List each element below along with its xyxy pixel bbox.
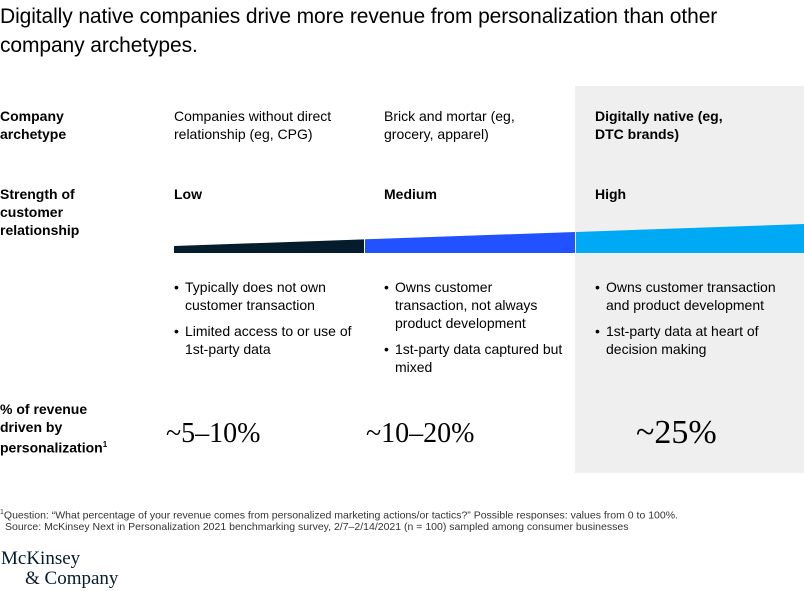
strength-low: Low <box>174 186 202 202</box>
bullets-medium: Owns customer transaction, not always pr… <box>384 278 564 384</box>
bullet-item: Owns customer transaction, not always pr… <box>384 278 564 332</box>
bullet-item: 1st-party data captured but mixed <box>384 340 564 376</box>
revenue-medium: ~10–20% <box>366 418 475 449</box>
bullet-item: Typically does not own customer transact… <box>174 278 364 314</box>
chart-title: Digitally native companies drive more re… <box>0 5 718 57</box>
footnote-marker: 1 <box>0 509 4 516</box>
bullets-high: Owns customer transaction and product de… <box>595 278 795 366</box>
mckinsey-logo: McKinsey & Company <box>1 549 118 589</box>
strength-high: High <box>595 186 627 202</box>
revenue-high: ~25% <box>636 414 717 451</box>
bullet-item: 1st-party data at heart of decision maki… <box>595 322 795 358</box>
revenue-low: ~5–10% <box>166 418 261 449</box>
logo-line-2: & Company <box>25 568 119 589</box>
logo-line-1: McKinsey <box>1 548 81 569</box>
bullets-low: Typically does not own customer transact… <box>174 278 364 366</box>
archetype-high: Digitally native (eg, DTC brands) <box>595 108 723 142</box>
row-header-footnote-marker: 1 <box>102 440 108 449</box>
archetype-low: Companies without direct relationship (e… <box>174 108 332 142</box>
row-header-strength: Strength of customer relationship <box>0 186 80 238</box>
strength-bar-low <box>174 239 364 253</box>
row-header-revenue: % of revenue driven by personalization1 <box>0 400 130 457</box>
strength-wedge-chart <box>174 224 804 253</box>
bullet-item: Limited access to or use of 1st-party da… <box>174 322 364 358</box>
footnote-question-text: Question: “What percentage of your reven… <box>3 509 678 522</box>
row-header-revenue-text: % of revenue driven by personalization <box>0 401 103 456</box>
footnote-source: Source: McKinsey Next in Personalization… <box>5 521 629 533</box>
strength-bar-high <box>576 224 804 253</box>
strength-bar-medium <box>365 232 575 253</box>
strength-medium: Medium <box>384 186 437 202</box>
row-header-archetype: Company archetype <box>0 108 67 142</box>
archetype-medium: Brick and mortar (eg, grocery, apparel) <box>384 108 515 142</box>
bullet-item: Owns customer transaction and product de… <box>595 278 795 314</box>
footnote-question: 1Question: “What percentage of your reve… <box>0 506 804 523</box>
